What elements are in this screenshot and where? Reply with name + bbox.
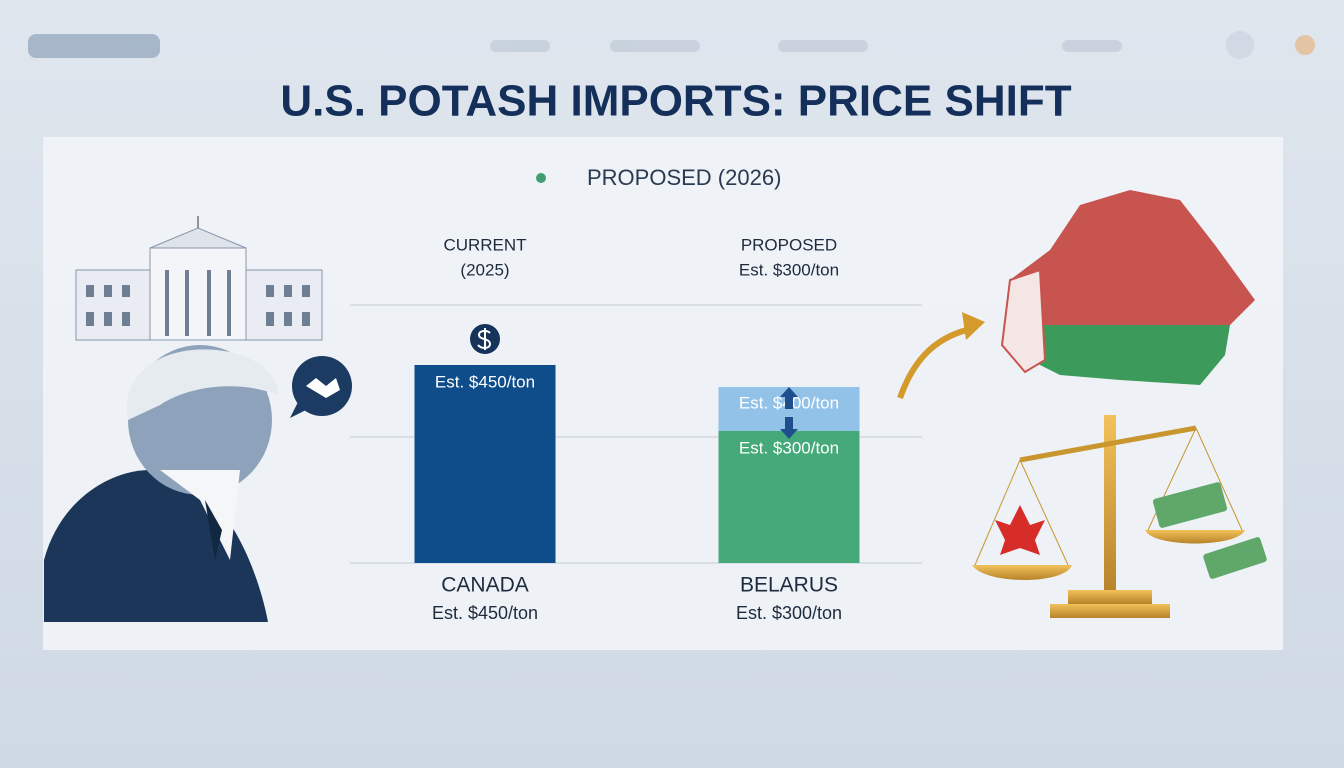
arrow bbox=[897, 325, 976, 399]
nav-bar bbox=[28, 31, 1315, 59]
bar bbox=[718, 431, 860, 563]
legend-swatch bbox=[536, 173, 546, 183]
column-header: PROPOSED bbox=[741, 235, 837, 254]
column-header: Est. $300/ton bbox=[739, 260, 839, 279]
speech-bubble bbox=[290, 356, 352, 418]
x-tick-label: BELARUS bbox=[740, 574, 838, 597]
scales-illustration bbox=[972, 415, 1267, 618]
value-label: Est. $300/ton bbox=[739, 438, 839, 457]
category-note: Est. $450/ton bbox=[432, 603, 538, 623]
bar bbox=[414, 365, 556, 563]
down-arrow-icon bbox=[780, 417, 798, 439]
legend-label: PROPOSED (2026) bbox=[587, 165, 781, 190]
dollar-sign bbox=[477, 328, 492, 350]
belarus-map bbox=[1000, 190, 1255, 385]
column-header: CURRENT bbox=[443, 235, 526, 254]
up-arrow-icon bbox=[780, 387, 798, 409]
value-label: Est. $450/ton bbox=[435, 372, 535, 391]
white-house-illustration bbox=[75, 216, 323, 341]
person-illustration bbox=[44, 345, 279, 622]
arrow-head bbox=[962, 312, 985, 340]
chart-title: U.S. POTASH IMPORTS: PRICE SHIFT bbox=[280, 77, 1071, 126]
x-tick-label: CANADA bbox=[441, 574, 529, 597]
column-header: (2025) bbox=[460, 260, 509, 279]
category-note: Est. $300/ton bbox=[736, 603, 842, 623]
